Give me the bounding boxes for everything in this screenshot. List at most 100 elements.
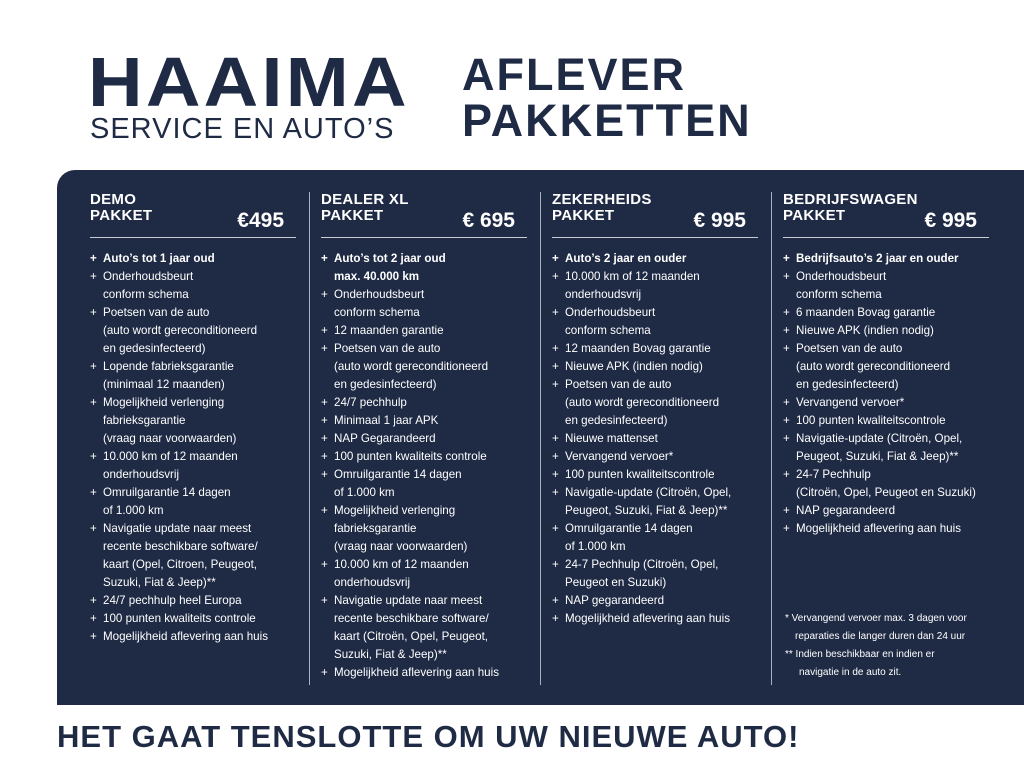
item-line: Navigatie update naar meest <box>334 594 483 607</box>
plus-icon: + <box>321 558 328 571</box>
plus-icon: + <box>321 288 328 301</box>
list-item: + Poetsen van de auto (auto wordt gerecond… <box>90 304 296 358</box>
column-divider <box>540 192 541 685</box>
plus-icon: + <box>783 414 790 427</box>
list-item: +10.000 km of 12 maanden onderhoudsvrij <box>552 268 758 304</box>
plus-icon: + <box>552 360 559 373</box>
package-name: DEALER XL PAKKET <box>321 192 527 224</box>
item-line: (Citroën, Opel, Peugeot en Suzuki) <box>796 486 976 499</box>
plus-icon: + <box>783 324 790 337</box>
plus-icon: + <box>321 666 328 679</box>
item-line: kaart (Citroën, Opel, Peugeot, <box>334 630 489 643</box>
footnote: navigatie in de auto zit. <box>799 667 902 678</box>
item-line: Navigatie-update (Citroën, Opel, <box>796 432 963 445</box>
footnote: reparaties die langer duren dan 24 uur <box>795 631 966 642</box>
item-line: 10.000 km of 12 maanden <box>334 558 469 571</box>
plus-icon: + <box>552 342 559 355</box>
item-line: onderhoudsvrij <box>565 288 642 301</box>
list-item: + Poetsen van de auto (auto wordt gerecond… <box>321 340 527 394</box>
item-line: Poetsen van de auto <box>103 306 210 319</box>
item-line: fabrieksgarantie <box>103 414 186 427</box>
list-item: + Omruilgarantie 14 dagen of 1.000 km <box>321 466 527 502</box>
list-item: + Navigatie-update (Citroën, Opel, Peugeot… <box>552 484 758 520</box>
plus-icon: + <box>552 558 559 571</box>
list-item: + Omruilgarantie 14 dagen of 1.000 km <box>90 484 296 520</box>
item-line: Omruilgarantie 14 dagen <box>565 522 693 535</box>
package-price: € 995 <box>924 209 977 232</box>
list-item: + NAP gegarandeerd <box>783 502 989 520</box>
list-item: + Mogelijkheid aflevering aan huis <box>90 628 296 646</box>
column-divider <box>771 192 772 685</box>
package-items: + Auto’s tot 1 jaar oud + Onderhoudsbeurt co… <box>90 250 296 646</box>
item-line: kaart (Opel, Citroen, Peugeot, <box>103 558 258 571</box>
item-line: NAP gegarandeerd <box>565 594 665 607</box>
item-line: Poetsen van de auto <box>796 342 903 355</box>
plus-icon: + <box>552 378 559 391</box>
list-item: + Mogelijkheid aflevering aan huis <box>321 664 527 682</box>
package-items: + Auto’s 2 jaar en ouder +10.000 km of 12 … <box>552 250 758 628</box>
item-line: (minimaal 12 maanden) <box>103 378 225 391</box>
item-line: conform schema <box>565 324 651 337</box>
package-name-line: PAKKET <box>552 207 615 224</box>
list-item: + Vervangend vervoer* <box>552 448 758 466</box>
item-line: Auto’s tot 2 jaar oud <box>334 252 446 265</box>
plus-icon: + <box>90 252 97 265</box>
plus-icon: + <box>783 468 790 481</box>
list-item: + Nieuwe mattenset <box>552 430 758 448</box>
item-line: 12 maanden garantie <box>334 324 444 337</box>
package-items: + Auto’s tot 2 jaar oud max. 40.000 km + Ond… <box>321 250 527 682</box>
list-item: +24-7 Pechhulp (Citroën, Opel, Peugeot en… <box>783 466 989 502</box>
list-item: + Poetsen van de auto (auto wordt gerecond… <box>783 340 989 394</box>
plus-icon: + <box>321 342 328 355</box>
item-line: Onderhoudsbeurt <box>565 306 656 319</box>
plus-icon: + <box>90 396 97 409</box>
plus-icon: + <box>552 270 559 283</box>
item-line: Auto’s 2 jaar en ouder <box>565 252 687 265</box>
package-name-line: DEALER XL <box>321 191 409 208</box>
item-line: 100 punten kwaliteitscontrole <box>796 414 946 427</box>
plus-icon: + <box>90 612 97 625</box>
plus-icon: + <box>90 360 97 373</box>
plus-icon: + <box>90 486 97 499</box>
item-line: en gedesinfecteerd) <box>103 342 206 355</box>
item-line: (vraag naar voorwaarden) <box>334 540 468 553</box>
list-item: + NAP Gegarandeerd <box>321 430 527 448</box>
list-item: + Vervangend vervoer* <box>783 394 989 412</box>
list-item: + Lopende fabrieksgarantie (minimaal 12 ma… <box>90 358 296 394</box>
package-column: DEMO PAKKET €495 + Auto’s tot 1 jaar oud +… <box>90 192 296 646</box>
package-name-line: PAKKET <box>783 207 846 224</box>
plus-icon: + <box>552 486 559 499</box>
item-line: Minimaal 1 jaar APK <box>334 414 439 427</box>
list-item: + Omruilgarantie 14 dagen of 1.000 km <box>552 520 758 556</box>
item-line: Onderhoudsbeurt <box>334 288 425 301</box>
list-item: +12 maanden garantie <box>321 322 527 340</box>
item-line: 24-7 Pechhulp <box>796 468 871 481</box>
list-item: +100 punten kwaliteitscontrole <box>783 412 989 430</box>
item-line: Onderhoudsbeurt <box>796 270 887 283</box>
item-line: 10.000 km of 12 maanden <box>103 450 238 463</box>
plus-icon: + <box>90 306 97 319</box>
plus-icon: + <box>321 324 328 337</box>
list-item: + Mogelijkheid verlenging fabrieksgarantie… <box>321 502 527 556</box>
item-line: conform schema <box>796 288 882 301</box>
title-line: AFLEVER <box>462 49 687 100</box>
package-column: DEALER XL PAKKET € 695 + Auto’s tot 2 jaa… <box>321 192 527 682</box>
item-line: (auto wordt gereconditioneerd <box>796 360 951 373</box>
item-line: of 1.000 km <box>565 540 626 553</box>
brand-logo: HAAIMA <box>88 43 410 121</box>
plus-icon: + <box>321 504 328 517</box>
item-line: 6 maanden Bovag garantie <box>796 306 936 319</box>
list-item: + Nieuwe APK (indien nodig) <box>783 322 989 340</box>
list-item: + Auto’s 2 jaar en ouder <box>552 250 758 268</box>
package-header: BEDRIJFSWAGEN PAKKET € 995 <box>783 192 989 238</box>
package-column: BEDRIJFSWAGEN PAKKET € 995 + Bedrijfsauto… <box>783 192 989 538</box>
footnotes: * Vervangend vervoer max. 3 dagen voor r… <box>785 610 967 682</box>
item-line: en gedesinfecteerd) <box>334 378 437 391</box>
plus-icon: + <box>90 450 97 463</box>
list-item: + Onderhoudsbeurt conform schema <box>321 286 527 322</box>
list-item: + Mogelijkheid verlenging fabrieksgarantie… <box>90 394 296 448</box>
package-column: ZEKERHEIDS PAKKET € 995 + Auto’s 2 jaar e… <box>552 192 758 628</box>
plus-icon: + <box>552 252 559 265</box>
list-item: +24/7 pechhulp <box>321 394 527 412</box>
package-name-line: ZEKERHEIDS <box>552 191 652 208</box>
